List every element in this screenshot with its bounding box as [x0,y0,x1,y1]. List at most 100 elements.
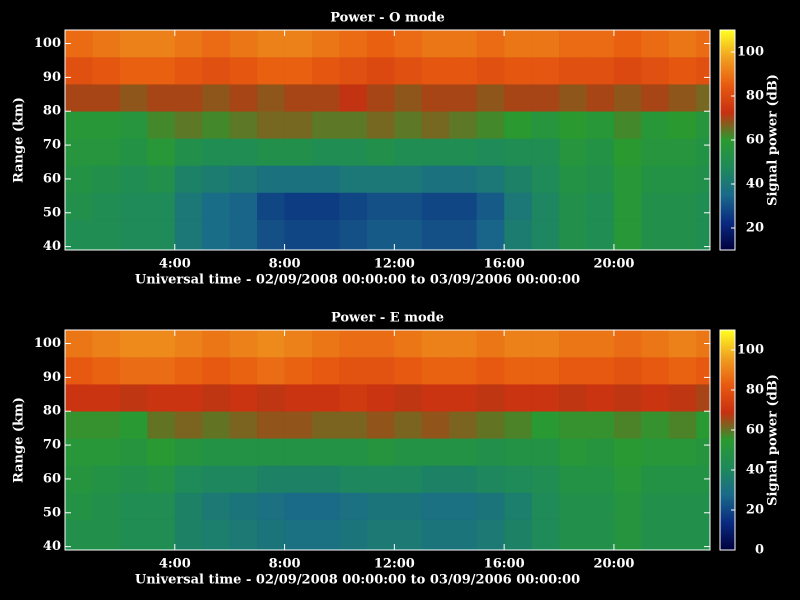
heat-cell [668,192,697,220]
heat-cell [504,138,532,166]
heat-cell [394,492,423,520]
heat-cell [174,492,203,520]
heat-cell [531,384,560,412]
heat-cell [147,219,176,251]
heat-cell [284,357,313,385]
heat-cell [312,411,340,439]
heat-cell [586,219,615,251]
heat-cell [257,384,285,412]
heat-cell [613,492,642,520]
heat-cell [476,384,505,412]
heat-cell [613,330,642,358]
heat-cell [147,357,176,385]
heat-cell [559,438,587,466]
heat-cell [257,438,285,466]
heat-cell [339,492,368,520]
heat-cell [421,519,450,551]
heat-cell [476,492,505,520]
heat-cell [147,165,176,193]
heat-cell [504,192,532,220]
heat-cell [421,465,450,493]
heat-cell [284,30,313,58]
heat-cell [312,192,340,220]
heat-cell [476,165,505,193]
heat-cell [366,30,395,58]
heat-cell [202,30,230,58]
heat-cell [284,165,313,193]
heat-cell [504,84,532,112]
heat-cell [641,438,670,466]
heat-cell [174,165,203,193]
heat-cell [559,357,587,385]
colorbar-tick-label: 80 [746,89,764,104]
heat-cell [312,492,340,520]
heat-cell [586,465,615,493]
heat-cell [202,192,230,220]
heat-cell [147,192,176,220]
heat-cell [147,57,176,85]
heat-cell [119,492,148,520]
x-tick-label: 20:00 [593,557,634,572]
heat-cell [312,519,340,551]
heat-cell [312,465,340,493]
heat-cell [284,465,313,493]
heat-cell [531,219,560,251]
heat-cell [559,384,587,412]
heat-cell [668,57,697,85]
heat-cell [586,492,615,520]
heat-cell [559,492,587,520]
heat-cell [339,411,368,439]
heat-cell [202,384,230,412]
heat-cell [476,30,505,58]
heat-cell [668,519,697,551]
heat-cell [257,465,285,493]
plot-frame [64,29,711,251]
heat-cell [421,192,450,220]
heat-cell [696,384,711,412]
heat-cell [531,411,560,439]
heat-cell [613,57,642,85]
heat-cell [92,330,121,358]
heat-cell [339,219,368,251]
heat-cell [92,165,121,193]
heat-cell [202,357,230,385]
heat-cell [229,465,258,493]
heat-cell [147,492,176,520]
colorbar-tick-label: 20 [746,221,764,236]
heat-cell [586,438,615,466]
heat-cell [202,465,230,493]
heat-cell [696,165,711,193]
colorbar-tick-label: 60 [746,423,764,438]
heat-cell [641,384,670,412]
x-tick-label: 4:00 [159,557,191,572]
heat-cell [504,30,532,58]
colorbar [719,329,736,551]
heat-cell [421,492,450,520]
heat-cell [668,438,697,466]
heat-cell [668,165,697,193]
heat-cell [641,219,670,251]
heat-cell [257,57,285,85]
heat-cell [421,138,450,166]
heat-cell [449,384,478,412]
y-tick-label: 80 [43,404,61,419]
heat-cell [559,30,587,58]
heat-cell [476,57,505,85]
y-tick-label: 50 [43,505,61,520]
heat-cell [284,57,313,85]
heat-cell [257,138,285,166]
heat-cell [339,330,368,358]
heat-cell [229,138,258,166]
heat-cell [312,84,340,112]
heat-cell [449,57,478,85]
heat-cell [229,438,258,466]
heat-cell [257,330,285,358]
heat-cell [586,165,615,193]
heat-cell [531,111,560,139]
heat-cell [284,219,313,251]
heat-cell [476,138,505,166]
colorbar-tick-label: 100 [737,343,764,358]
heat-cell [366,138,395,166]
heat-cell [449,411,478,439]
heat-cell [312,165,340,193]
